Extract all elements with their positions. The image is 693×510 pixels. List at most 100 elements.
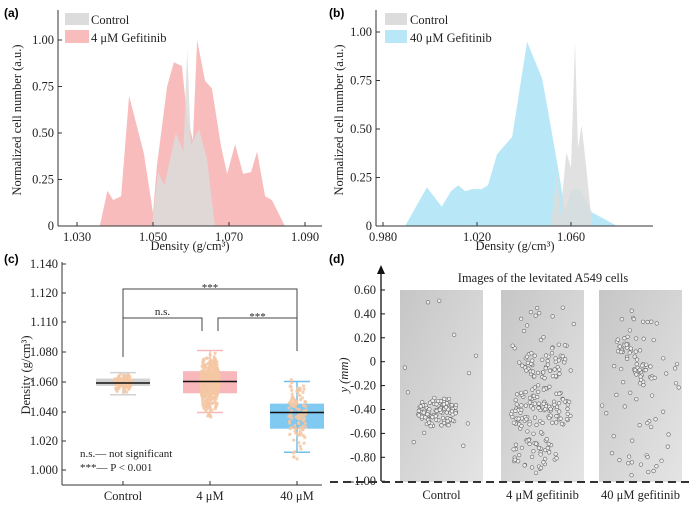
cell bbox=[520, 363, 525, 368]
jitter-point bbox=[293, 423, 297, 427]
cell bbox=[449, 403, 454, 408]
cell bbox=[676, 385, 681, 390]
x-tick-label: 1.030 bbox=[63, 230, 91, 244]
cell bbox=[617, 344, 622, 349]
cell bbox=[554, 404, 560, 409]
cell bbox=[557, 367, 562, 372]
cell bbox=[452, 332, 457, 337]
cell bbox=[634, 372, 639, 377]
cell bbox=[634, 362, 639, 367]
cell bbox=[665, 444, 670, 449]
cell bbox=[530, 369, 536, 374]
cell bbox=[545, 358, 550, 364]
cell bbox=[649, 424, 654, 430]
y-tick-label: 0.75 bbox=[32, 80, 54, 94]
jitter-point bbox=[211, 367, 216, 371]
x-tick-label: 1.060 bbox=[557, 230, 585, 244]
cell bbox=[525, 323, 530, 328]
panel-b-histogram: 0.980 1.020 1.060 0 0.25 0.50 0.75 1.00 bbox=[350, 10, 653, 244]
cell bbox=[534, 441, 539, 446]
cell bbox=[513, 398, 518, 403]
jitter-point bbox=[203, 369, 207, 373]
cell bbox=[526, 437, 531, 443]
cell bbox=[632, 367, 638, 373]
area-series-control bbox=[151, 49, 215, 226]
jitter-point bbox=[295, 457, 299, 461]
jitter-point bbox=[208, 366, 213, 370]
jitter-point bbox=[288, 415, 292, 419]
cell bbox=[544, 437, 549, 442]
cell bbox=[430, 415, 435, 420]
jitter-point bbox=[125, 390, 129, 394]
cell bbox=[550, 420, 555, 425]
cell bbox=[653, 417, 658, 422]
cell bbox=[546, 416, 552, 421]
cell bbox=[541, 370, 546, 375]
cell bbox=[547, 384, 552, 389]
cell bbox=[519, 403, 524, 408]
cell bbox=[556, 342, 561, 347]
cell bbox=[543, 407, 548, 412]
cell bbox=[530, 454, 535, 460]
cell bbox=[641, 336, 646, 341]
jitter-point bbox=[297, 440, 301, 445]
cell bbox=[617, 457, 622, 463]
significance-bracket bbox=[123, 317, 203, 331]
cell bbox=[564, 417, 570, 422]
cell bbox=[542, 376, 547, 381]
cell bbox=[560, 305, 565, 310]
significance-bracket bbox=[217, 317, 297, 331]
cell bbox=[545, 445, 550, 451]
cell bbox=[439, 423, 444, 428]
jitter-point bbox=[287, 419, 292, 423]
cell bbox=[427, 407, 432, 412]
cell bbox=[543, 353, 549, 358]
cell bbox=[612, 363, 617, 369]
cell bbox=[552, 402, 557, 407]
jitter-point bbox=[201, 404, 205, 408]
jitter-point bbox=[204, 356, 208, 360]
cell bbox=[624, 342, 629, 347]
cell bbox=[443, 405, 449, 410]
jitter-point bbox=[298, 412, 302, 417]
jitter-point bbox=[208, 410, 212, 414]
cell bbox=[441, 420, 447, 426]
x-tick-label: 1.050 bbox=[139, 230, 167, 244]
note-ns: n.s.— not significant bbox=[80, 448, 172, 460]
cell bbox=[554, 420, 559, 425]
jitter-point bbox=[290, 392, 294, 396]
cell bbox=[418, 404, 423, 409]
cell bbox=[523, 390, 528, 395]
image-caption: 4 μM gefitinib bbox=[506, 488, 579, 502]
cell bbox=[609, 451, 615, 456]
y-tick-label: 1.140 bbox=[30, 257, 58, 271]
cell bbox=[434, 402, 439, 407]
cell bbox=[634, 357, 640, 362]
y-tick-label: 0 bbox=[370, 355, 376, 369]
jitter-point bbox=[302, 387, 306, 391]
y-tick-label: -0.60 bbox=[350, 426, 376, 440]
jitter-point bbox=[297, 407, 301, 412]
cell-image-background bbox=[400, 290, 483, 482]
jitter-point bbox=[215, 366, 219, 370]
cell bbox=[525, 429, 530, 434]
cell bbox=[629, 308, 634, 313]
y-axis-arrow-icon bbox=[377, 265, 385, 274]
cell bbox=[674, 361, 680, 367]
jitter-point bbox=[289, 397, 294, 402]
jitter-point bbox=[122, 374, 127, 379]
cell bbox=[530, 465, 535, 470]
significance-label: *** bbox=[249, 311, 266, 323]
jitter-point bbox=[215, 372, 219, 377]
cell bbox=[565, 411, 570, 416]
cell bbox=[638, 462, 644, 467]
cell bbox=[557, 409, 562, 414]
y-tick-label: 1.110 bbox=[30, 315, 58, 329]
x-tick-label: 1.020 bbox=[463, 230, 491, 244]
jitter-point bbox=[301, 427, 305, 431]
cell bbox=[512, 457, 518, 462]
cell bbox=[560, 397, 566, 402]
y-tick-label: 1.00 bbox=[32, 33, 54, 47]
jitter-point bbox=[206, 369, 210, 373]
cell bbox=[518, 390, 524, 396]
